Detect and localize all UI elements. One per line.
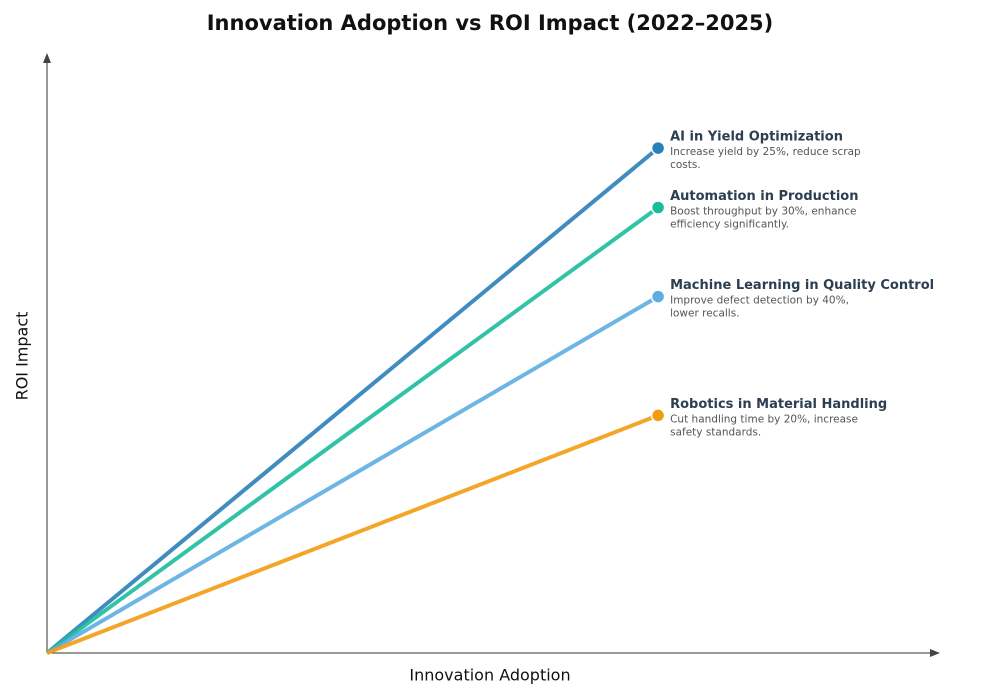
series-description: Cut handling time by 20%, increase [670,413,858,425]
series-label: Machine Learning in Quality Control [670,278,934,293]
end-point [650,289,666,304]
series-line [45,205,660,655]
series-description: Improve defect detection by 40%, [670,295,849,307]
series-label: Robotics in Material Handling [670,397,887,412]
series-label: Automation in Production [670,189,858,204]
series-description: safety standards. [670,426,761,438]
series-description: Boost throughput by 30%, enhance [670,206,856,218]
series-line [45,146,660,655]
end-point [650,140,666,156]
series-description: Increase yield by 25%, reduce scrap [670,146,861,158]
series-line [45,294,660,655]
chart-title: Innovation Adoption vs ROI Impact (2022–… [207,11,774,35]
end-point [650,200,666,215]
series-description: efficiency significantly. [670,219,789,231]
y-axis-label: ROI Impact [13,312,32,401]
series-description: costs. [670,159,701,171]
x-axis-label: Innovation Adoption [409,666,570,685]
end-point [650,408,666,423]
series-line [46,413,659,655]
series-description: lower recalls. [670,308,739,320]
series-label: AI in Yield Optimization [670,130,843,145]
